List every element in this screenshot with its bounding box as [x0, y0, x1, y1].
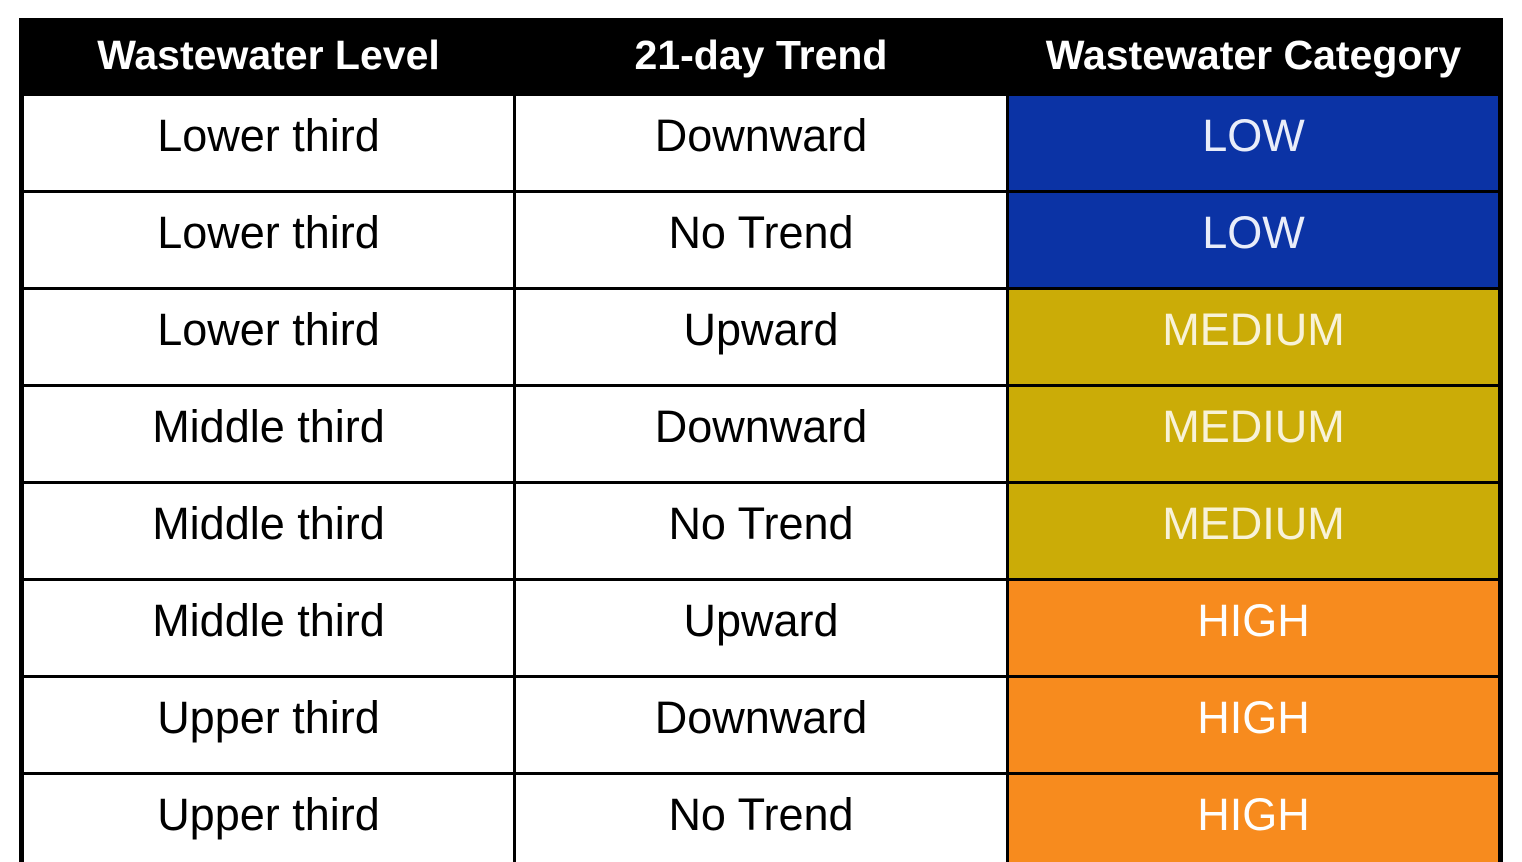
table-row: Lower third Upward MEDIUM — [20, 287, 1502, 387]
table-row: Middle third No Trend MEDIUM — [20, 481, 1502, 581]
table-body: Lower third Downward LOW Lower third No Tren… — [20, 93, 1502, 862]
cell-21-day-trend: Downward — [513, 93, 1009, 193]
column-header-21-day-trend: 21-day Trend — [513, 19, 1009, 96]
cell-wastewater-level: Lower third — [20, 93, 516, 193]
cell-wastewater-category: HIGH — [1006, 675, 1502, 775]
table-row: Upper third Downward HIGH — [20, 675, 1502, 775]
table-row: Lower third No Trend LOW — [20, 190, 1502, 290]
cell-wastewater-level: Middle third — [20, 384, 516, 484]
table-row: Middle third Downward MEDIUM — [20, 384, 1502, 484]
wastewater-category-table: Wastewater Level 21-day Trend Wastewater… — [19, 18, 1503, 862]
table-row: Lower third Downward LOW — [20, 93, 1502, 193]
table-header: Wastewater Level 21-day Trend Wastewater… — [20, 19, 1502, 96]
column-header-wastewater-level: Wastewater Level — [20, 19, 516, 96]
cell-21-day-trend: Downward — [513, 384, 1009, 484]
cell-wastewater-level: Lower third — [20, 287, 516, 387]
cell-wastewater-category: HIGH — [1006, 578, 1502, 678]
cell-21-day-trend: Upward — [513, 287, 1009, 387]
cell-21-day-trend: No Trend — [513, 481, 1009, 581]
cell-wastewater-level: Upper third — [20, 772, 516, 862]
cell-wastewater-category: LOW — [1006, 190, 1502, 290]
cell-21-day-trend: Downward — [513, 675, 1009, 775]
cell-21-day-trend: No Trend — [513, 190, 1009, 290]
cell-wastewater-category: MEDIUM — [1006, 384, 1502, 484]
cell-wastewater-level: Upper third — [20, 675, 516, 775]
cell-wastewater-category: MEDIUM — [1006, 481, 1502, 581]
header-row: Wastewater Level 21-day Trend Wastewater… — [20, 19, 1502, 96]
table-row: Middle third Upward HIGH — [20, 578, 1502, 678]
cell-21-day-trend: Upward — [513, 578, 1009, 678]
cell-wastewater-category: LOW — [1006, 93, 1502, 193]
table-row: Upper third No Trend HIGH — [20, 772, 1502, 862]
cell-21-day-trend: No Trend — [513, 772, 1009, 862]
cell-wastewater-level: Middle third — [20, 481, 516, 581]
cell-wastewater-category: HIGH — [1006, 772, 1502, 862]
cell-wastewater-category: MEDIUM — [1006, 287, 1502, 387]
column-header-wastewater-category: Wastewater Category — [1006, 19, 1502, 96]
cell-wastewater-level: Middle third — [20, 578, 516, 678]
cell-wastewater-level: Lower third — [20, 190, 516, 290]
